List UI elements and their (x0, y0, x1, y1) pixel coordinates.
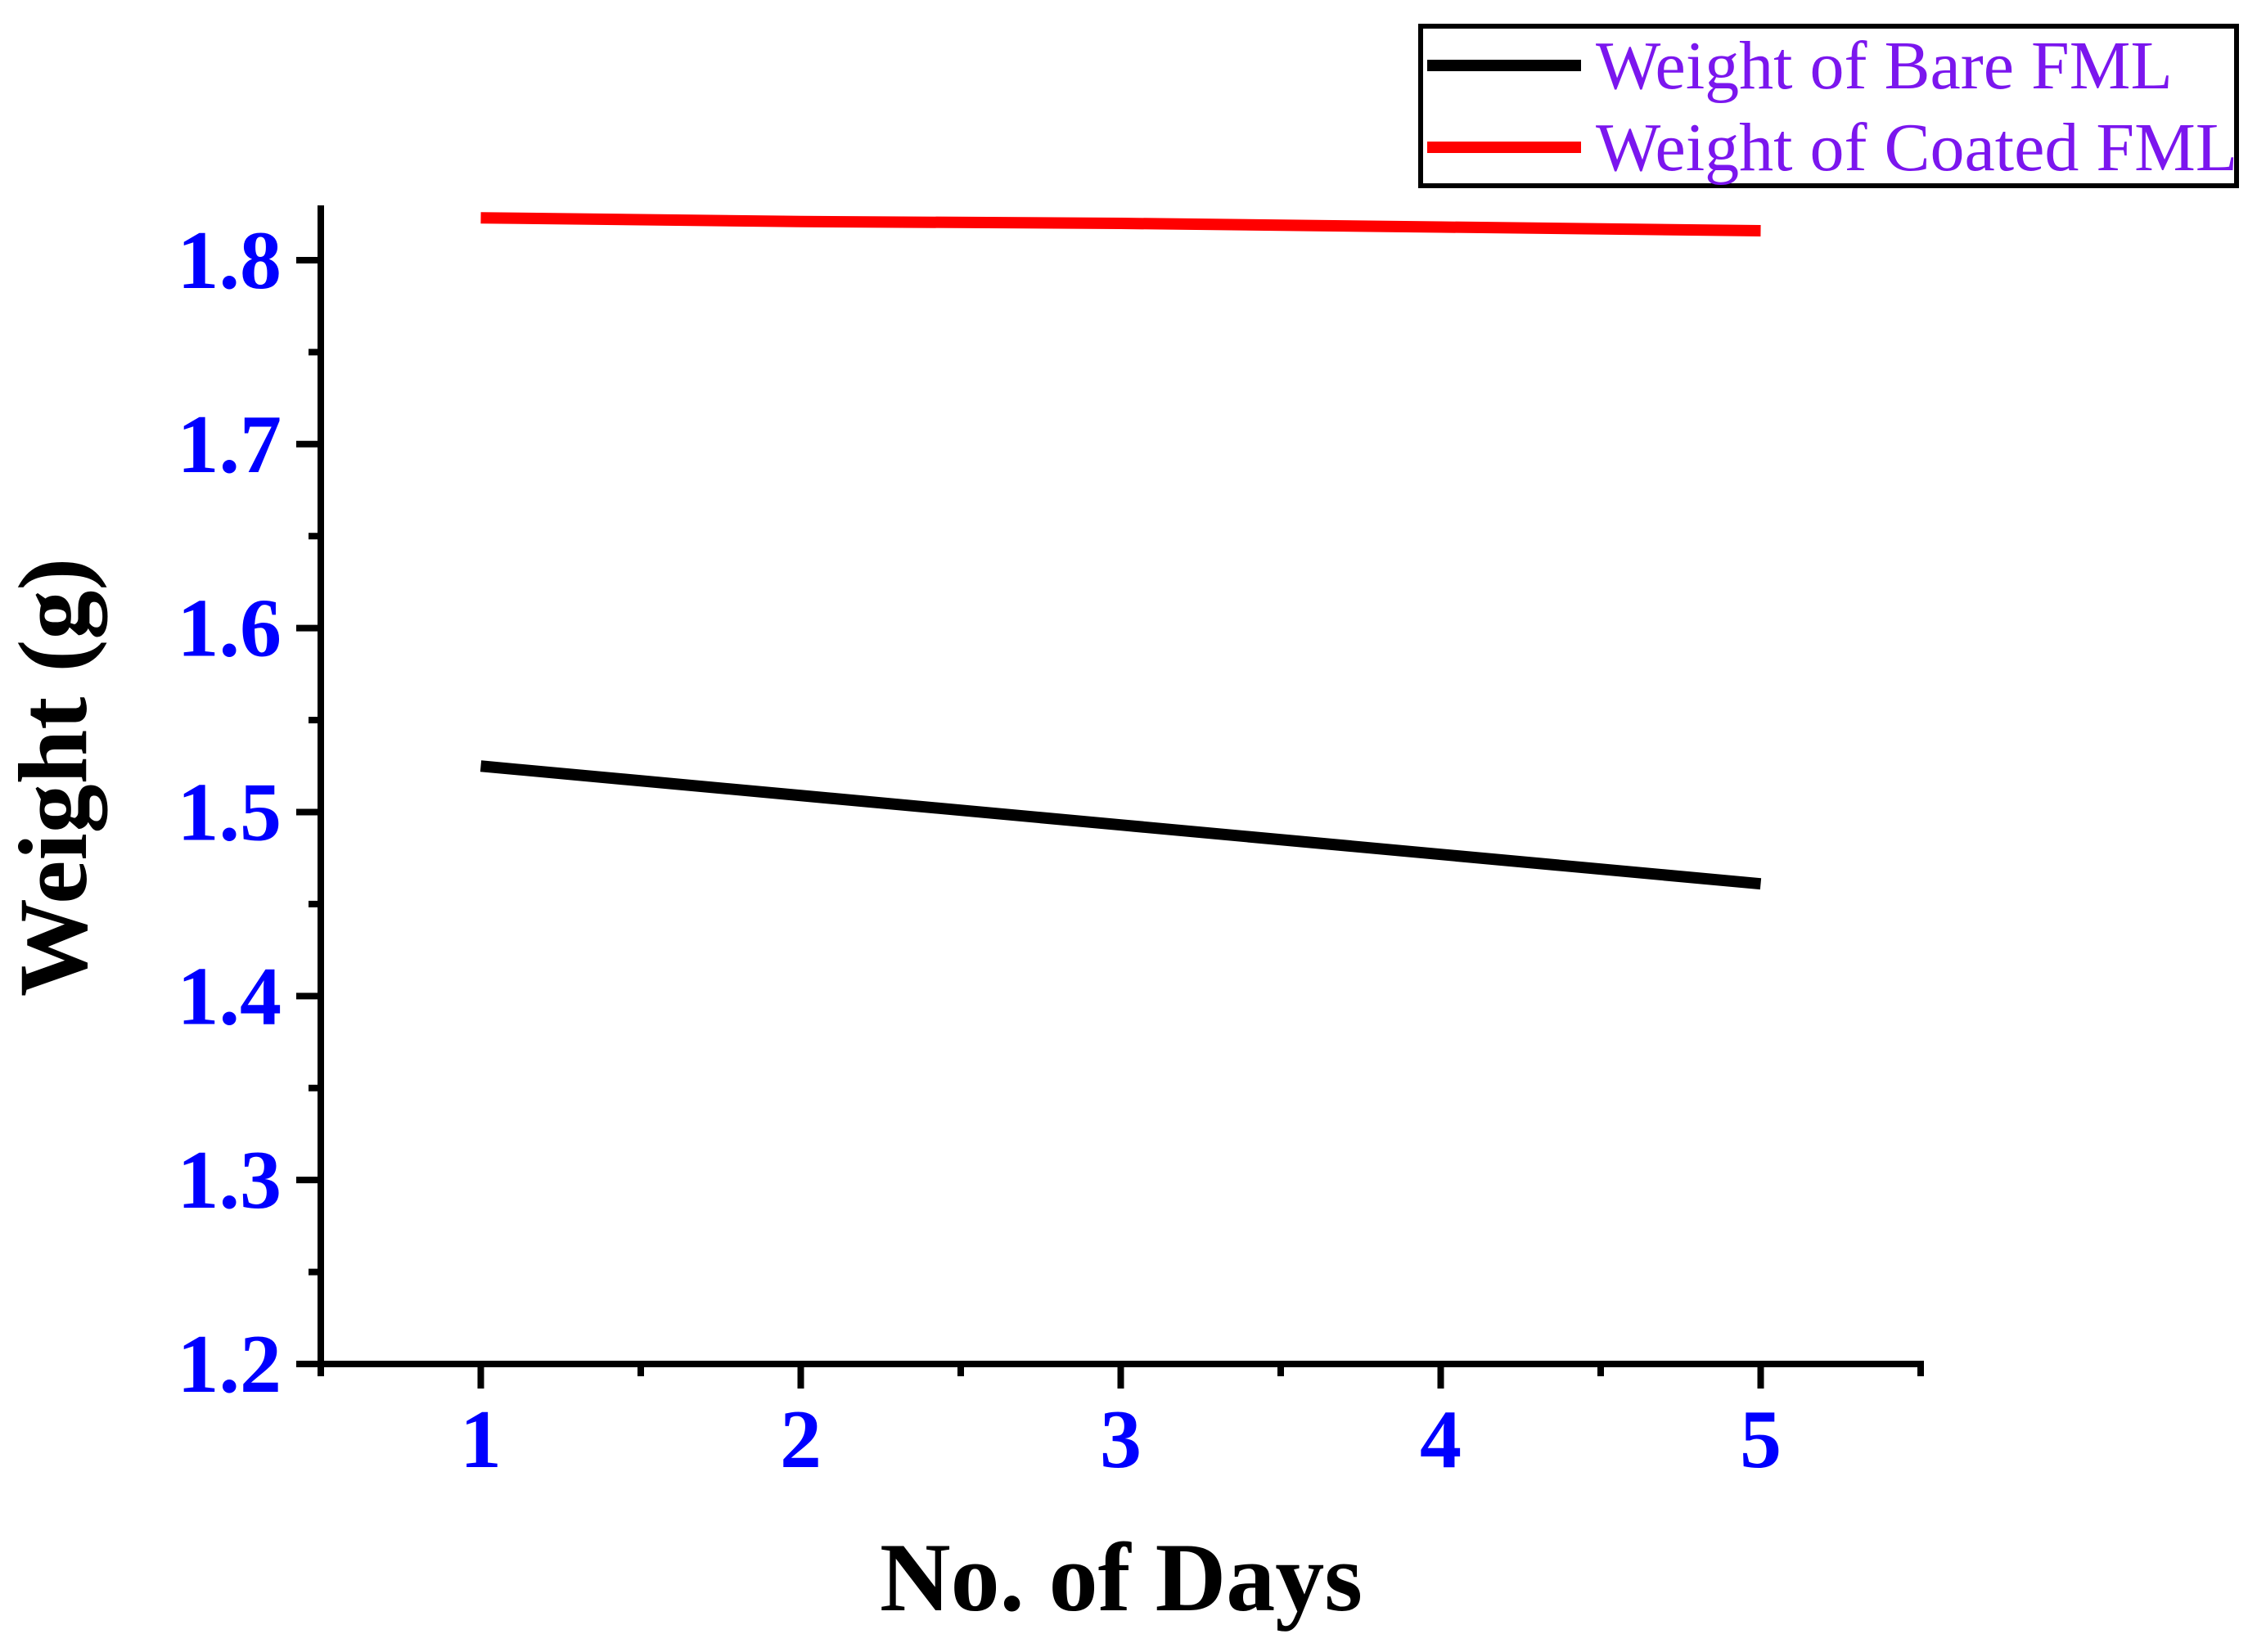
legend-box (1418, 24, 2239, 188)
series-line-0 (480, 760, 1762, 890)
y-tick-label: 1.8 (178, 214, 282, 307)
x-tick-label: 2 (780, 1393, 822, 1486)
x-tick-label: 3 (1100, 1393, 1142, 1486)
y-tick-label: 1.7 (178, 398, 282, 491)
x-tick-label: 5 (1740, 1393, 1782, 1486)
axes (318, 205, 1924, 1367)
data-series (480, 212, 1762, 890)
series-line-1 (480, 212, 1761, 236)
y-axis-title: Weight (g) (0, 558, 108, 997)
x-tick-label: 1 (460, 1393, 502, 1486)
x-tick-label: 4 (1420, 1393, 1462, 1486)
x-axis-title: No. of Days (880, 1523, 1363, 1632)
legend-entry-label: Weight of Coated FML (1596, 110, 2237, 186)
y-tick-label: 1.5 (178, 766, 282, 858)
y-tick-label: 1.4 (178, 950, 282, 1042)
axis-ticks (296, 256, 1924, 1389)
tick-labels: 1.2 1.3 1.4 1.5 1.6 1.7 1.8 1 2 3 4 5 (178, 214, 1782, 1486)
y-tick-label: 1.3 (178, 1134, 282, 1227)
legend-entry-label: Weight of Bare FML (1596, 28, 2173, 104)
y-tick-label: 1.6 (178, 583, 282, 675)
y-tick-label: 1.2 (178, 1318, 282, 1411)
